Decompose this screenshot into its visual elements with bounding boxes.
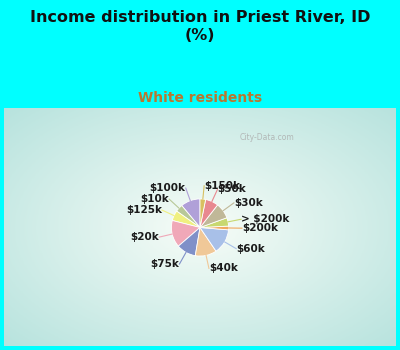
Wedge shape [178,228,200,256]
Text: $30k: $30k [234,198,263,208]
Wedge shape [200,226,228,230]
Text: City-Data.com: City-Data.com [239,133,294,141]
Text: $60k: $60k [236,244,265,254]
Text: Income distribution in Priest River, ID
(%): Income distribution in Priest River, ID … [30,10,370,43]
Wedge shape [172,220,200,246]
Text: $100k: $100k [150,183,186,193]
Text: $200k: $200k [242,223,278,233]
Text: $75k: $75k [150,259,180,269]
Wedge shape [200,199,206,228]
Text: $20k: $20k [130,232,159,242]
Wedge shape [200,199,218,228]
Text: $40k: $40k [209,264,238,273]
Text: $125k: $125k [126,205,162,215]
Text: White residents: White residents [138,91,262,105]
Wedge shape [200,218,228,228]
Text: $10k: $10k [140,194,169,204]
Wedge shape [172,211,200,228]
Wedge shape [177,205,200,228]
Wedge shape [200,205,227,228]
Wedge shape [200,228,228,251]
Text: $50k: $50k [218,184,246,194]
Wedge shape [195,228,216,256]
Text: $150k: $150k [204,181,240,191]
Text: > $200k: > $200k [241,214,290,224]
Wedge shape [182,199,200,228]
